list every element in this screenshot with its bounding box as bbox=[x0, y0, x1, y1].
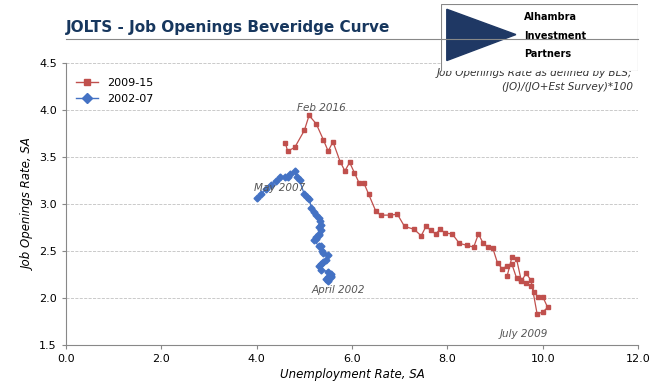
Text: Feb 2016: Feb 2016 bbox=[297, 103, 346, 113]
Y-axis label: Job Openings Rate, SA: Job Openings Rate, SA bbox=[22, 138, 35, 270]
Text: May 2007: May 2007 bbox=[254, 183, 305, 194]
Text: Partners: Partners bbox=[524, 49, 571, 59]
X-axis label: Unemployment Rate, SA: Unemployment Rate, SA bbox=[280, 368, 424, 381]
Text: Alhambra: Alhambra bbox=[524, 12, 577, 22]
Text: July 2009: July 2009 bbox=[500, 329, 548, 339]
Text: JOLTS - Job Openings Beveridge Curve: JOLTS - Job Openings Beveridge Curve bbox=[66, 20, 390, 35]
Legend: 2009-15, 2002-07: 2009-15, 2002-07 bbox=[71, 74, 158, 108]
Text: Job Openings Rate as defined by BLS;
(JO)/(JO+Est Survey)*100: Job Openings Rate as defined by BLS; (JO… bbox=[437, 68, 632, 93]
Text: April 2002: April 2002 bbox=[311, 285, 365, 295]
Text: Investment: Investment bbox=[524, 31, 586, 41]
FancyBboxPatch shape bbox=[441, 4, 638, 71]
Polygon shape bbox=[447, 9, 516, 61]
